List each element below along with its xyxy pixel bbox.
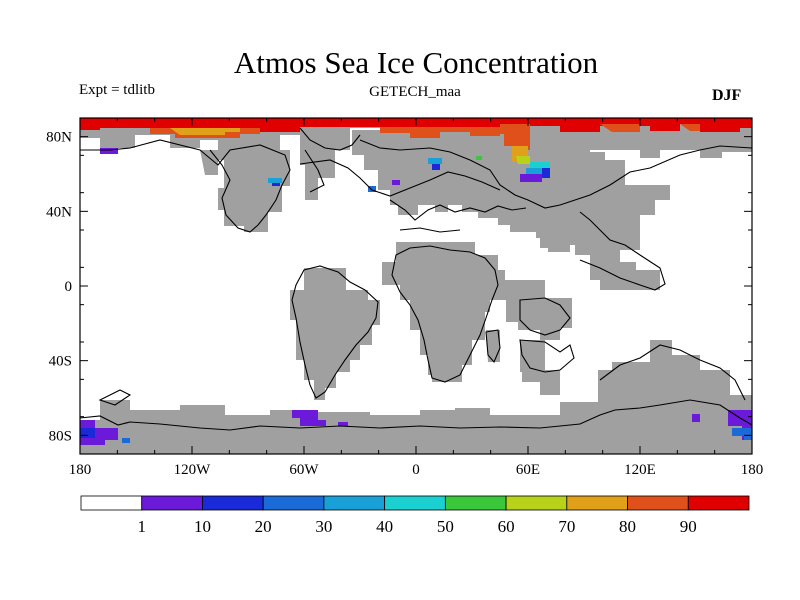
colorbar-labels: 1 10 20 30 40 50 60 70 80 90: [137, 517, 696, 536]
colorbar: [80, 495, 750, 511]
colorbar-swatch: [141, 495, 203, 511]
colorbar-swatch: [566, 495, 628, 511]
chart-title: Atmos Sea Ice Concentration: [233, 45, 599, 80]
dataset-subtitle: GETECH_maa: [369, 84, 461, 100]
y-tick-label: 0: [65, 279, 73, 295]
axis-ticks: [79, 117, 753, 455]
x-tick-label: 120E: [624, 462, 656, 478]
map-plot-area: [80, 118, 752, 454]
y-tick-label: 40S: [49, 354, 72, 370]
colorbar-swatch: [323, 495, 386, 511]
y-tick-label: 80S: [49, 428, 72, 444]
y-tick-label: 80N: [46, 130, 72, 146]
colorbar-swatch: [444, 495, 507, 511]
x-tick-label: 0: [412, 462, 420, 478]
colorbar-swatch: [505, 495, 568, 511]
coastlines: [80, 127, 752, 431]
colorbar-label: 60: [498, 517, 515, 536]
colorbar-label: 10: [194, 517, 211, 536]
colorbar-label: 70: [558, 517, 575, 536]
colorbar-label: 50: [437, 517, 454, 536]
colorbar-swatch: [262, 495, 325, 511]
colorbar-swatch: [202, 495, 264, 511]
colorbar-swatch: [384, 495, 446, 511]
x-tick-label: 60W: [289, 462, 319, 478]
x-tick-label: 180: [741, 462, 764, 478]
x-tick-label: 60E: [516, 462, 540, 478]
colorbar-label: 80: [619, 517, 636, 536]
colorbar-label: 20: [255, 517, 272, 536]
colorbar-label: 1: [137, 517, 146, 536]
colorbar-swatch: [80, 495, 143, 511]
x-tick-label: 180: [69, 462, 92, 478]
colorbar-swatch: [627, 495, 689, 511]
colorbar-label: 30: [315, 517, 332, 536]
x-tick-label: 120W: [174, 462, 212, 478]
y-tick-label: 40N: [46, 204, 72, 220]
experiment-label: Expt = tdlitb: [79, 82, 155, 98]
season-label: DJF: [712, 87, 742, 104]
axis-labels: 180 120W 60W 0 60E 120E 180 80N 40N 0 40S 80S: [46, 130, 763, 478]
colorbar-label: 90: [680, 517, 697, 536]
colorbar-swatch: [687, 495, 750, 511]
colorbar-label: 40: [376, 517, 393, 536]
